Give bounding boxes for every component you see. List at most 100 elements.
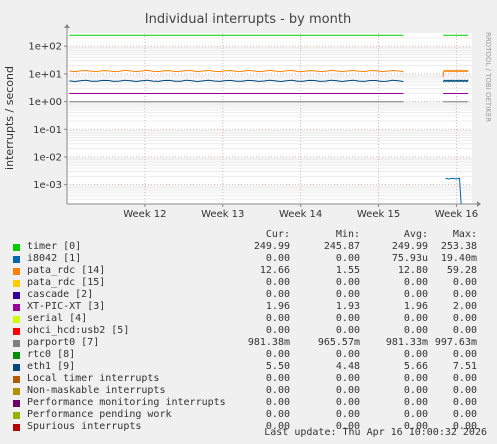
legend-value-max: 19.40m [440,253,477,264]
legend-value-cur: 249.99 [253,241,290,252]
watermark: RRDTOOL / TOBI OETIKER [484,32,492,122]
legend-value-max: 997.63m [434,337,477,348]
legend-swatch [13,412,20,419]
y-tick-label: 1e-03 [33,180,62,191]
legend-row: cascade [2] 0.00 0.00 0.00 0.00 [0,289,497,301]
legend-value-max: 0.00 [452,373,477,384]
series-line [442,69,469,78]
legend-row: pata_rdc [15] 0.00 0.00 0.00 0.00 [0,277,497,289]
legend-series-name: eth1 [9] [27,361,76,372]
legend-value-min: 0.00 [335,277,360,288]
legend-swatch [13,364,20,371]
legend-value-min: 965.57m [317,337,360,348]
legend-value-avg: 12.80 [397,265,428,276]
legend-series-name: Non-maskable interrupts [27,385,166,396]
legend-swatch [13,268,20,275]
legend-value-min: 0.00 [335,253,360,264]
legend-series-name: XT-PIC-XT [3] [27,301,106,312]
legend-value-max: 0.00 [452,325,477,336]
legend-value-max: 0.00 [452,277,477,288]
legend-value-max: 0.00 [452,349,477,360]
legend-value-max: 0.00 [452,397,477,408]
legend-value-cur: 5.50 [265,361,290,372]
legend-series-name: cascade [2] [27,289,94,300]
legend-swatch [13,304,20,311]
legend-value-min: 0.00 [335,385,360,396]
series-line [69,69,404,73]
legend: Cur: Min: Avg: Max: timer [0] 249.99 245.8… [0,229,497,433]
legend-value-min: 1.55 [335,265,360,276]
legend-value-cur: 1.96 [265,301,290,312]
legend-row: Non-maskable interrupts 0.00 0.00 0.00 0.00 [0,385,497,397]
legend-value-cur: 0.00 [265,253,290,264]
legend-value-avg: 0.00 [403,373,428,384]
legend-swatch [13,256,20,263]
legend-value-min: 0.00 [335,325,360,336]
legend-row: i8042 [1] 0.00 0.00 75.93u 19.40m [0,253,497,265]
legend-value-min: 0.00 [335,349,360,360]
legend-header: Cur: Min: Avg: Max: [0,229,497,241]
legend-row: timer [0] 249.99 245.87 249.99 253.38 [0,241,497,253]
legend-swatch [13,352,20,359]
legend-swatch [13,244,20,251]
legend-value-min: 245.87 [323,241,360,252]
legend-value-avg: 0.00 [403,421,428,432]
legend-swatch [13,340,20,347]
legend-value-cur: 0.00 [265,325,290,336]
x-tick-label: Week 13 [201,209,244,220]
legend-value-cur: 0.00 [265,421,290,432]
legend-value-min: 0.00 [335,289,360,300]
legend-value-avg: 0.00 [403,289,428,300]
legend-series-name: parport0 [7] [27,337,100,348]
legend-value-avg: 0.00 [403,385,428,396]
legend-value-min: 1.93 [335,301,360,312]
column-cur: Cur: [265,229,290,240]
legend-value-cur: 0.00 [265,373,290,384]
legend-value-avg: 0.00 [403,349,428,360]
y-tick-label: 1e+02 [28,42,62,53]
last-update: Last update: Thu Apr 16 10:00:32 2026 [264,427,487,438]
legend-value-max: 253.38 [440,241,477,252]
chart-title: Individual interrupts - by month [145,12,351,27]
column-max: Max: [452,229,477,240]
legend-series-name: ohci_hcd:usb2 [5] [27,325,130,336]
legend-swatch [13,292,20,299]
legend-value-avg: 75.93u [391,253,428,264]
legend-value-avg: 981.33m [385,337,428,348]
y-axis-arrow [64,24,70,28]
legend-value-max: 0.00 [452,421,477,432]
legend-swatch [13,424,20,431]
plot-area [67,33,472,204]
y-tick-label: 1e-01 [33,125,62,136]
y-tick-label: 1e+01 [28,69,62,80]
legend-value-cur: 0.00 [265,349,290,360]
legend-row: XT-PIC-XT [3] 1.96 1.93 1.96 2.00 [0,301,497,313]
chart: Individual interrupts - by month interru… [3,12,492,220]
x-tick-label: Week 12 [123,209,166,220]
legend-value-min: 0.00 [335,421,360,432]
legend-series-name: pata_rdc [15] [27,277,106,288]
legend-value-avg: 0.00 [403,313,428,324]
legend-value-min: 4.48 [335,361,360,372]
legend-value-max: 0.00 [452,385,477,396]
column-avg: Avg: [403,229,428,240]
legend-value-min: 0.00 [335,313,360,324]
y-tick-label: 1e+00 [28,97,62,108]
legend-value-avg: 0.00 [403,409,428,420]
legend-value-avg: 0.00 [403,325,428,336]
legend-series-name: serial [4] [27,313,88,324]
legend-value-max: 0.00 [452,313,477,324]
legend-swatch [13,316,20,323]
legend-series-name: rtc0 [8] [27,349,76,360]
legend-row: rtc0 [8] 0.00 0.00 0.00 0.00 [0,349,497,361]
legend-row: Performance pending work 0.00 0.00 0.00 0.00 [0,409,497,421]
legend-swatch [13,280,20,287]
legend-series-name: timer [0] [27,241,82,252]
series-line [442,79,469,83]
legend-row: serial [4] 0.00 0.00 0.00 0.00 [0,313,497,325]
legend-row: eth1 [9] 5.50 4.48 5.66 7.51 [0,361,497,373]
legend-value-min: 0.00 [335,373,360,384]
legend-row: Spurious interrupts 0.00 0.00 0.00 0.00 [0,421,497,433]
legend-series-name: Spurious interrupts [27,421,142,432]
legend-value-cur: 0.00 [265,385,290,396]
